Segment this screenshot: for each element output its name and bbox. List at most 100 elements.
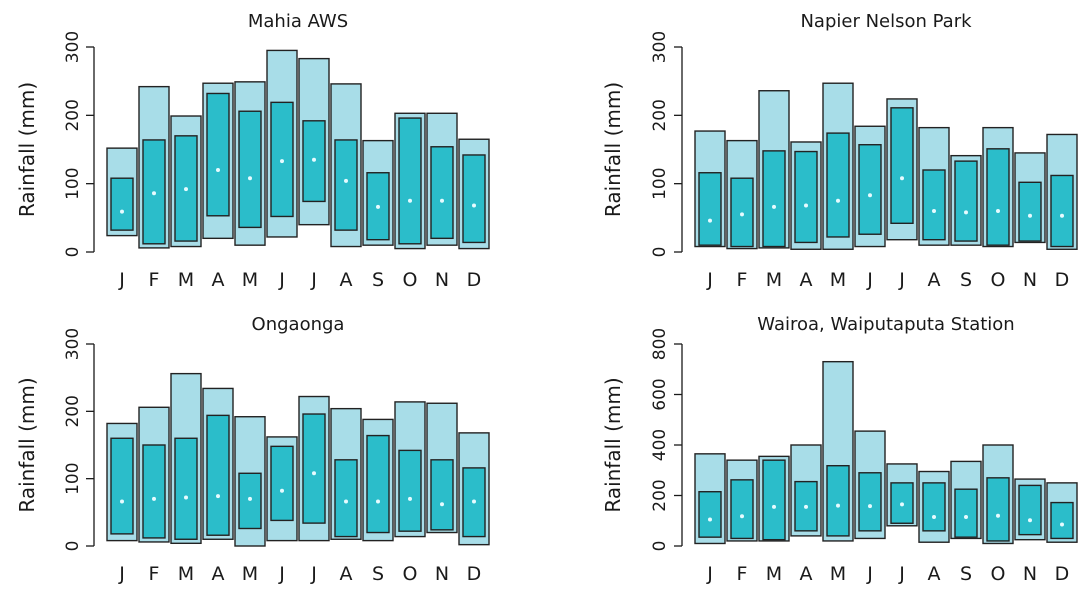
inner-range-bar <box>698 172 722 246</box>
box-7 <box>886 98 918 241</box>
inner-range-bar <box>462 154 486 244</box>
inner-range-bar <box>954 160 978 242</box>
median-point <box>900 502 904 507</box>
inner-range-bar <box>1050 174 1074 248</box>
box-6 <box>266 436 298 542</box>
inner-range-bar <box>398 117 422 245</box>
box-2 <box>726 139 758 250</box>
x-tick-label: A <box>340 269 353 291</box>
median-point <box>472 203 476 208</box>
median-point <box>868 193 872 198</box>
y-tick-label: 200 <box>650 479 670 511</box>
x-tick-label: S <box>960 269 972 291</box>
inner-range-bar <box>238 472 262 530</box>
median-point <box>312 157 316 162</box>
y-tick-label: 600 <box>650 378 670 410</box>
x-tick-label: J <box>898 269 905 291</box>
box-3 <box>170 115 202 248</box>
x-tick-label: N <box>435 269 449 291</box>
inner-range-bar <box>922 482 946 532</box>
box-4 <box>202 82 234 240</box>
box-12 <box>1046 133 1078 250</box>
y-axis-label: Rainfall (mm) <box>15 377 39 512</box>
inner-range-bar <box>366 434 390 534</box>
median-point <box>996 209 1000 213</box>
box-8 <box>918 126 950 246</box>
median-point <box>408 496 412 501</box>
median-point <box>996 513 1000 518</box>
y-tick-label: 200 <box>63 395 83 427</box>
median-point <box>152 496 156 501</box>
box-5 <box>234 416 266 547</box>
inner-range-bar <box>334 459 358 538</box>
inner-range-bar <box>954 488 978 538</box>
x-tick-label: J <box>866 269 873 291</box>
x-tick-label: M <box>178 563 194 585</box>
box-12 <box>458 138 490 250</box>
x-tick-label: D <box>467 563 482 585</box>
box-11 <box>426 112 458 246</box>
inner-range-bar <box>206 92 230 217</box>
x-tick-label: A <box>340 563 353 585</box>
median-point <box>708 517 712 522</box>
box-3 <box>758 455 790 542</box>
y-tick-label: 0 <box>63 247 83 258</box>
x-tick-label: N <box>1023 563 1037 585</box>
y-tick-label: 100 <box>63 462 83 494</box>
box-7 <box>298 57 330 226</box>
x-tick-label: N <box>435 563 449 585</box>
median-point <box>440 502 444 507</box>
x-tick-label: J <box>118 269 125 291</box>
chart-title: Mahia AWS <box>248 11 348 32</box>
box-1 <box>106 422 138 542</box>
x-tick-label: O <box>991 269 1006 291</box>
y-tick-label: 200 <box>650 99 670 131</box>
chart-title: Napier Nelson Park <box>800 11 972 32</box>
box-9 <box>950 154 982 246</box>
median-point <box>120 209 124 214</box>
x-tick-label: M <box>766 563 782 585</box>
box-10 <box>982 444 1014 545</box>
y-tick-label: 0 <box>650 541 670 552</box>
x-tick-label: A <box>928 563 941 585</box>
x-tick-label: J <box>118 563 125 585</box>
median-point <box>932 514 936 519</box>
inner-range-bar <box>858 472 882 532</box>
box-9 <box>362 139 394 246</box>
x-tick-label: M <box>178 269 194 291</box>
y-tick-label: 300 <box>650 31 670 63</box>
median-point <box>804 203 808 208</box>
box-8 <box>330 83 362 248</box>
y-tick-label: 0 <box>650 247 670 258</box>
box-1 <box>694 453 726 545</box>
median-point <box>280 159 284 164</box>
y-tick-label: 300 <box>63 328 83 360</box>
median-point <box>1060 213 1064 218</box>
box-4 <box>202 387 234 540</box>
x-tick-label: J <box>310 563 317 585</box>
inner-range-bar <box>730 479 754 540</box>
x-tick-label: M <box>242 269 258 291</box>
inner-range-bar <box>334 139 358 231</box>
box-1 <box>694 130 726 248</box>
y-axis-label: Rainfall (mm) <box>601 82 625 217</box>
median-point <box>772 504 776 509</box>
median-point <box>120 499 124 504</box>
median-point <box>932 209 936 213</box>
y-tick-label: 800 <box>650 328 670 360</box>
inner-range-bar <box>698 491 722 538</box>
median-point <box>344 499 348 504</box>
x-tick-label: D <box>1055 269 1070 291</box>
x-tick-label: J <box>866 563 873 585</box>
inner-range-bar <box>142 444 166 539</box>
median-point <box>216 168 220 172</box>
median-point <box>472 499 476 504</box>
median-point <box>964 210 968 215</box>
inner-range-bar <box>794 150 818 244</box>
x-tick-label: O <box>403 269 418 291</box>
median-point <box>804 504 808 509</box>
y-tick-label: 200 <box>63 99 83 131</box>
box-8 <box>330 407 362 540</box>
